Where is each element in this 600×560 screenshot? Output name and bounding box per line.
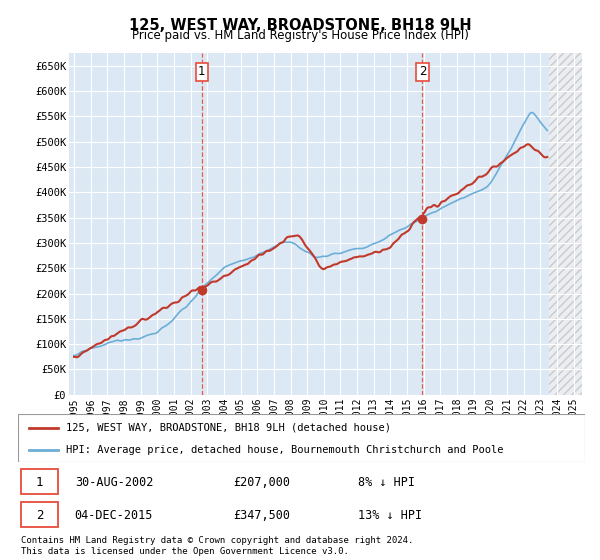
Text: 2: 2: [419, 66, 426, 78]
Text: This data is licensed under the Open Government Licence v3.0.: This data is licensed under the Open Gov…: [21, 547, 349, 556]
FancyBboxPatch shape: [21, 469, 58, 494]
Text: 1: 1: [36, 475, 43, 489]
Text: £347,500: £347,500: [233, 508, 290, 521]
Text: 04-DEC-2015: 04-DEC-2015: [75, 508, 153, 521]
Text: 125, WEST WAY, BROADSTONE, BH18 9LH: 125, WEST WAY, BROADSTONE, BH18 9LH: [128, 18, 472, 33]
Bar: [548, 50, 582, 395]
Text: Contains HM Land Registry data © Crown copyright and database right 2024.: Contains HM Land Registry data © Crown c…: [21, 536, 413, 545]
FancyBboxPatch shape: [18, 414, 585, 462]
Text: £207,000: £207,000: [233, 475, 290, 489]
Text: HPI: Average price, detached house, Bournemouth Christchurch and Poole: HPI: Average price, detached house, Bour…: [66, 445, 503, 455]
Text: Price paid vs. HM Land Registry's House Price Index (HPI): Price paid vs. HM Land Registry's House …: [131, 29, 469, 42]
FancyBboxPatch shape: [21, 502, 58, 526]
Text: 8% ↓ HPI: 8% ↓ HPI: [358, 475, 415, 489]
Text: 30-AUG-2002: 30-AUG-2002: [75, 475, 153, 489]
Text: 125, WEST WAY, BROADSTONE, BH18 9LH (detached house): 125, WEST WAY, BROADSTONE, BH18 9LH (det…: [66, 423, 391, 433]
Text: 1: 1: [198, 66, 205, 78]
Text: 2: 2: [36, 508, 43, 521]
Text: 13% ↓ HPI: 13% ↓ HPI: [358, 508, 422, 521]
